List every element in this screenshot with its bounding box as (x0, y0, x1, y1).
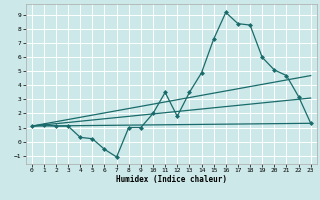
X-axis label: Humidex (Indice chaleur): Humidex (Indice chaleur) (116, 175, 227, 184)
